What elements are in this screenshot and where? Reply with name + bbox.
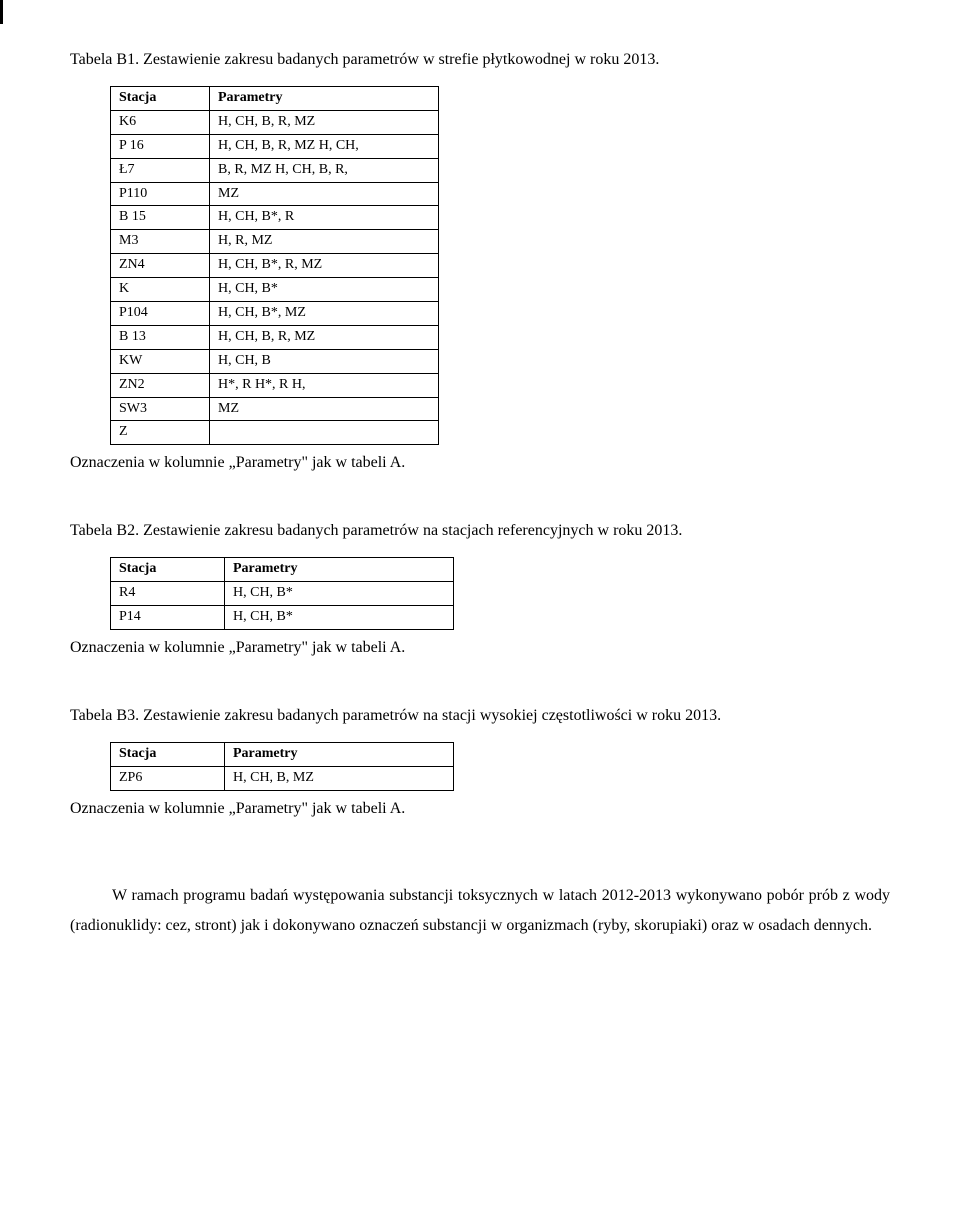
cell-param: MZ	[210, 182, 439, 206]
cell-param: H, CH, B, MZ	[225, 766, 454, 790]
cell-param: H, CH, B, R, MZ	[210, 325, 439, 349]
table-b2-title: Tabela B2. Zestawienie zakresu badanych …	[70, 519, 890, 543]
table-row: Z	[111, 421, 439, 445]
table-row: P110MZ	[111, 182, 439, 206]
cell-param: H, CH, B	[210, 349, 439, 373]
cell-stacja: M3	[111, 230, 210, 254]
cell-param: MZ	[210, 397, 439, 421]
table-b2-note: Oznaczenia w kolumnie „Parametry" jak w …	[70, 636, 890, 660]
header-stacja: Stacja	[111, 558, 225, 582]
table-row: P 16H, CH, B, R, MZ H, CH,	[111, 134, 439, 158]
table-row: Ł7B, R, MZ H, CH, B, R,	[111, 158, 439, 182]
cell-stacja: P104	[111, 302, 210, 326]
cell-stacja: K6	[111, 110, 210, 134]
cell-param: H, R, MZ	[210, 230, 439, 254]
table-header-row: Stacja Parametry	[111, 87, 439, 111]
cell-stacja: Ł7	[111, 158, 210, 182]
cell-stacja: Z	[111, 421, 210, 445]
document-page: Tabela B1. Zestawienie zakresu badanych …	[0, 0, 960, 1022]
header-parametry: Parametry	[210, 87, 439, 111]
table-row: P14H, CH, B*	[111, 606, 454, 630]
cell-stacja: P110	[111, 182, 210, 206]
table-b1-note: Oznaczenia w kolumnie „Parametry" jak w …	[70, 451, 890, 475]
header-stacja: Stacja	[111, 87, 210, 111]
cell-stacja: K	[111, 278, 210, 302]
cell-stacja: B 15	[111, 206, 210, 230]
cell-param: H, CH, B*	[225, 606, 454, 630]
cell-param: H*, R H*, R H,	[210, 373, 439, 397]
table-b3: Stacja Parametry ZP6H, CH, B, MZ	[110, 742, 454, 791]
cell-param: H, CH, B*, MZ	[210, 302, 439, 326]
cell-stacja: P14	[111, 606, 225, 630]
cell-stacja: ZN2	[111, 373, 210, 397]
cell-param: H, CH, B*, R	[210, 206, 439, 230]
cell-param: H, CH, B*	[225, 582, 454, 606]
header-stacja: Stacja	[111, 743, 225, 767]
table-row: ZN4H, CH, B*, R, MZ	[111, 254, 439, 278]
table-b1: Stacja Parametry K6H, CH, B, R, MZ P 16H…	[110, 86, 439, 445]
cell-param: H, CH, B, R, MZ	[210, 110, 439, 134]
table-row: KWH, CH, B	[111, 349, 439, 373]
body-paragraph: W ramach programu badań występowania sub…	[70, 881, 890, 942]
table-row: R4H, CH, B*	[111, 582, 454, 606]
table-row: M3H, R, MZ	[111, 230, 439, 254]
table-row: K6H, CH, B, R, MZ	[111, 110, 439, 134]
cell-stacja: R4	[111, 582, 225, 606]
cell-param: H, CH, B*, R, MZ	[210, 254, 439, 278]
table-b1-title: Tabela B1. Zestawienie zakresu badanych …	[70, 48, 890, 72]
cell-param: H, CH, B, R, MZ H, CH,	[210, 134, 439, 158]
table-row: B 15H, CH, B*, R	[111, 206, 439, 230]
table-b3-note: Oznaczenia w kolumnie „Parametry" jak w …	[70, 797, 890, 821]
cell-stacja: ZP6	[111, 766, 225, 790]
cell-stacja: ZN4	[111, 254, 210, 278]
paragraph-text: W ramach programu badań występowania sub…	[70, 881, 890, 942]
cell-stacja: P 16	[111, 134, 210, 158]
cell-stacja: KW	[111, 349, 210, 373]
table-header-row: Stacja Parametry	[111, 558, 454, 582]
table-b2: Stacja Parametry R4H, CH, B* P14H, CH, B…	[110, 557, 454, 630]
table-row: SW3MZ	[111, 397, 439, 421]
header-parametry: Parametry	[225, 743, 454, 767]
cell-param	[210, 421, 439, 445]
table-b3-title: Tabela B3. Zestawienie zakresu badanych …	[70, 704, 890, 728]
cell-stacja: SW3	[111, 397, 210, 421]
table-row: KH, CH, B*	[111, 278, 439, 302]
table-header-row: Stacja Parametry	[111, 743, 454, 767]
table-row: ZN2H*, R H*, R H,	[111, 373, 439, 397]
left-edge-mark	[0, 0, 3, 24]
cell-param: B, R, MZ H, CH, B, R,	[210, 158, 439, 182]
table-row: ZP6H, CH, B, MZ	[111, 766, 454, 790]
table-row: B 13H, CH, B, R, MZ	[111, 325, 439, 349]
table-row: P104H, CH, B*, MZ	[111, 302, 439, 326]
header-parametry: Parametry	[225, 558, 454, 582]
cell-stacja: B 13	[111, 325, 210, 349]
cell-param: H, CH, B*	[210, 278, 439, 302]
